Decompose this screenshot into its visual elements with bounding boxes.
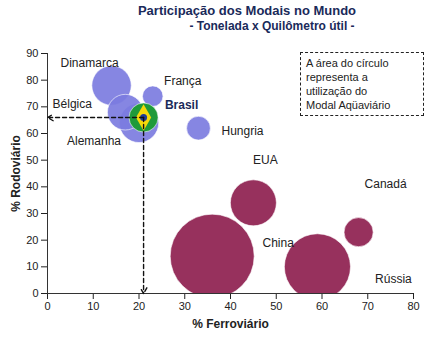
- svg-text:50: 50: [270, 300, 282, 312]
- html-text:A área do círculo: A área do círculo: [306, 57, 389, 69]
- svg-text:0: 0: [44, 300, 50, 312]
- svg-text:10: 10: [87, 300, 99, 312]
- svg-text:Rússia: Rússia: [375, 272, 412, 286]
- svg-text:EUA: EUA: [253, 153, 278, 167]
- svg-text:30: 30: [26, 207, 38, 219]
- svg-text:Dinamarca: Dinamarca: [61, 56, 119, 70]
- svg-text:70: 70: [362, 300, 374, 312]
- svg-text:20: 20: [26, 234, 38, 246]
- svg-text:Hungria: Hungria: [221, 124, 263, 138]
- svg-text:80: 80: [26, 74, 38, 86]
- svg-text:50: 50: [26, 154, 38, 166]
- svg-text:60: 60: [26, 127, 38, 139]
- svg-text:Bélgica: Bélgica: [53, 97, 93, 111]
- html-text:representa a: representa a: [306, 71, 368, 83]
- svg-text:60: 60: [316, 300, 328, 312]
- svg-text:30: 30: [179, 300, 191, 312]
- svg-text:Alemanha: Alemanha: [67, 134, 121, 148]
- svg-text:40: 40: [26, 180, 38, 192]
- svg-text:40: 40: [224, 300, 236, 312]
- svg-text:20: 20: [133, 300, 145, 312]
- svg-text:França: França: [164, 74, 202, 88]
- svg-text:90: 90: [26, 47, 38, 59]
- html-text:Participação dos Modais no Mun: Participação dos Modais no Mundo: [137, 3, 357, 18]
- svg-text:10: 10: [26, 260, 38, 272]
- svg-text:China: China: [263, 236, 295, 250]
- svg-text:0: 0: [32, 287, 38, 299]
- svg-text:% Ferroviário: % Ferroviário: [192, 317, 269, 331]
- svg-text:70: 70: [26, 100, 38, 112]
- html-text:Modal Aqüaviário: Modal Aqüaviário: [306, 99, 391, 111]
- svg-text:Brasil: Brasil: [165, 98, 198, 112]
- svg-text:80: 80: [407, 300, 419, 312]
- svg-text:Canadá: Canadá: [365, 177, 407, 191]
- html-text:- Tonelada x Quilômetro útil -: - Tonelada x Quilômetro útil -: [189, 19, 355, 33]
- svg-text:% Rodoviário: % Rodoviário: [9, 135, 23, 212]
- html-text:utilização do: utilização do: [306, 85, 368, 97]
